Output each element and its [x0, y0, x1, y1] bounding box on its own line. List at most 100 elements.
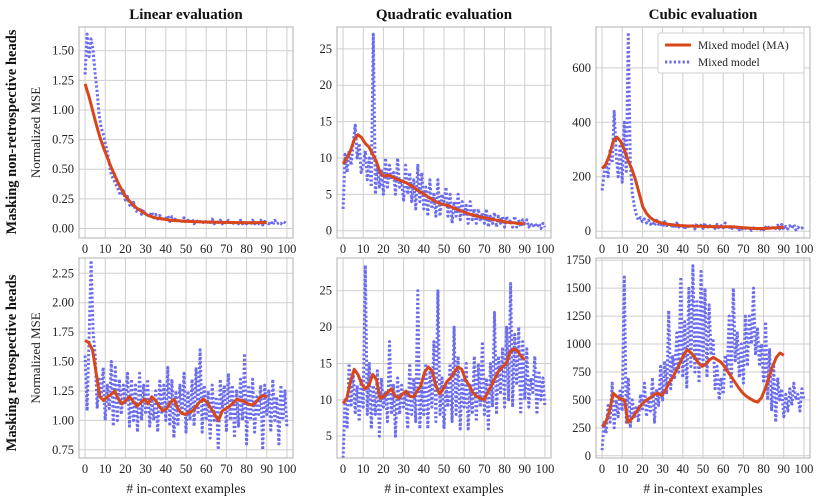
y-tick-label: 0: [585, 449, 591, 463]
y-tick-label: 2.25: [52, 266, 74, 280]
x-tick-label: 50: [438, 462, 451, 476]
y-tick-label: 15: [320, 115, 333, 129]
x-tick-label: 40: [418, 242, 431, 256]
y-tick-label: 200: [572, 170, 591, 184]
y-tick-label: 0: [326, 224, 332, 238]
x-tick-label: 70: [478, 462, 491, 476]
legend-label: Mixed model (MA): [698, 40, 789, 52]
x-tick-label: 100: [536, 242, 555, 256]
x-tick-label: 100: [278, 242, 297, 256]
y-tick-label: 500: [572, 393, 591, 407]
x-tick-label: 50: [438, 242, 451, 256]
x-tick-label: 50: [180, 242, 193, 256]
x-tick-label: 80: [240, 462, 253, 476]
y-tick-label: 10: [320, 151, 333, 165]
y-tick-label: 0.25: [52, 192, 74, 206]
x-tick-label: 80: [498, 462, 511, 476]
x-tick-label: 30: [656, 462, 669, 476]
x-tick-label: 90: [519, 242, 532, 256]
x-tick-label: 60: [458, 462, 471, 476]
series-line-mixed-model-ma: [341, 347, 526, 405]
x-tick-label: 20: [377, 462, 390, 476]
plot-frame: [78, 26, 294, 239]
y-tick-label: 1000: [566, 337, 591, 351]
x-tick-label: 10: [357, 242, 370, 256]
x-tick-label: 10: [99, 242, 112, 256]
y-tick-label: 1.25: [52, 73, 74, 87]
x-tick-label: 60: [200, 242, 213, 256]
row-label-top: Masking non-retrospective heads: [4, 29, 20, 234]
x-tick-label: 30: [139, 242, 152, 256]
x-tick-label: 50: [697, 462, 710, 476]
x-tick-label: 100: [536, 462, 555, 476]
plot-frame: [595, 26, 811, 239]
x-tick-label: 80: [757, 242, 770, 256]
y-tick-label: 15: [320, 356, 333, 370]
y-tick-label: 2.00: [52, 296, 74, 310]
row-label-bottom: Masking retrospective heads: [4, 274, 20, 451]
series-line-mixed-model-ma: [600, 135, 784, 230]
x-tick-label: 30: [139, 462, 152, 476]
y-tick-label: 1.75: [52, 325, 74, 339]
y-tick-label: 400: [572, 115, 591, 129]
panel-quadratic-retrospective: 0 10 20 30 40 50 60 70 80 90 100 5 10 15 20 25 # in-cont…: [320, 257, 555, 496]
y-tick-label: 1.50: [52, 44, 74, 58]
y-tick-label: 0.75: [52, 443, 74, 457]
x-axis-label: # in-context examples: [126, 481, 245, 496]
x-tick-label: 70: [478, 242, 491, 256]
x-axis-label: # in-context examples: [384, 481, 503, 496]
series-line-mixed-model-ma: [83, 83, 267, 225]
x-tick-label: 90: [261, 462, 274, 476]
x-tick-label: 100: [795, 242, 814, 256]
panel-title: Cubic evaluation: [649, 7, 758, 23]
x-axis-label: # in-context examples: [643, 481, 762, 496]
series-line-mixed-model: [83, 258, 289, 452]
y-tick-label: 10: [320, 393, 333, 407]
x-tick-label: 60: [200, 462, 213, 476]
x-tick-label: 10: [616, 242, 629, 256]
legend-label: Mixed model: [698, 57, 760, 69]
x-tick-label: 0: [340, 242, 346, 256]
y-tick-label: 25: [320, 42, 333, 56]
y-tick-label: 20: [320, 320, 333, 334]
x-tick-label: 0: [82, 462, 88, 476]
panel-title: Linear evaluation: [129, 7, 243, 23]
x-tick-label: 20: [119, 462, 132, 476]
x-tick-label: 30: [397, 242, 410, 256]
y-tick-label: 1.50: [52, 355, 74, 369]
x-tick-label: 10: [357, 462, 370, 476]
series-line-mixed-model-ma: [84, 339, 268, 422]
x-tick-label: 70: [737, 242, 750, 256]
x-tick-label: 30: [397, 462, 410, 476]
y-tick-label: 1.00: [52, 103, 74, 117]
x-tick-label: 50: [697, 242, 710, 256]
y-tick-label: 1500: [566, 281, 591, 295]
plot-frame: [595, 257, 811, 459]
y-tick-label: 1.25: [52, 384, 74, 398]
y-tick-label: 750: [572, 365, 591, 379]
y-axis-label: Normalized MSE: [28, 312, 43, 403]
x-tick-label: 0: [599, 462, 605, 476]
x-tick-label: 40: [160, 242, 173, 256]
x-tick-label: 60: [717, 242, 730, 256]
x-tick-label: 30: [656, 242, 669, 256]
y-tick-label: 25: [320, 284, 333, 298]
x-tick-label: 100: [795, 462, 814, 476]
x-tick-label: 100: [278, 462, 297, 476]
x-tick-label: 40: [677, 242, 690, 256]
x-tick-label: 20: [636, 242, 649, 256]
x-tick-label: 80: [498, 242, 511, 256]
x-tick-label: 60: [717, 462, 730, 476]
x-tick-label: 60: [458, 242, 471, 256]
x-tick-label: 90: [261, 242, 274, 256]
y-tick-label: 0.00: [52, 222, 74, 236]
x-tick-label: 10: [99, 462, 112, 476]
x-tick-label: 20: [636, 462, 649, 476]
plot-frame: [78, 257, 294, 459]
y-tick-label: 20: [320, 78, 333, 92]
x-tick-label: 40: [418, 462, 431, 476]
y-axis-label: Normalized MSE: [28, 87, 43, 178]
plot-frame: [336, 257, 552, 459]
y-tick-label: 1750: [566, 253, 591, 267]
